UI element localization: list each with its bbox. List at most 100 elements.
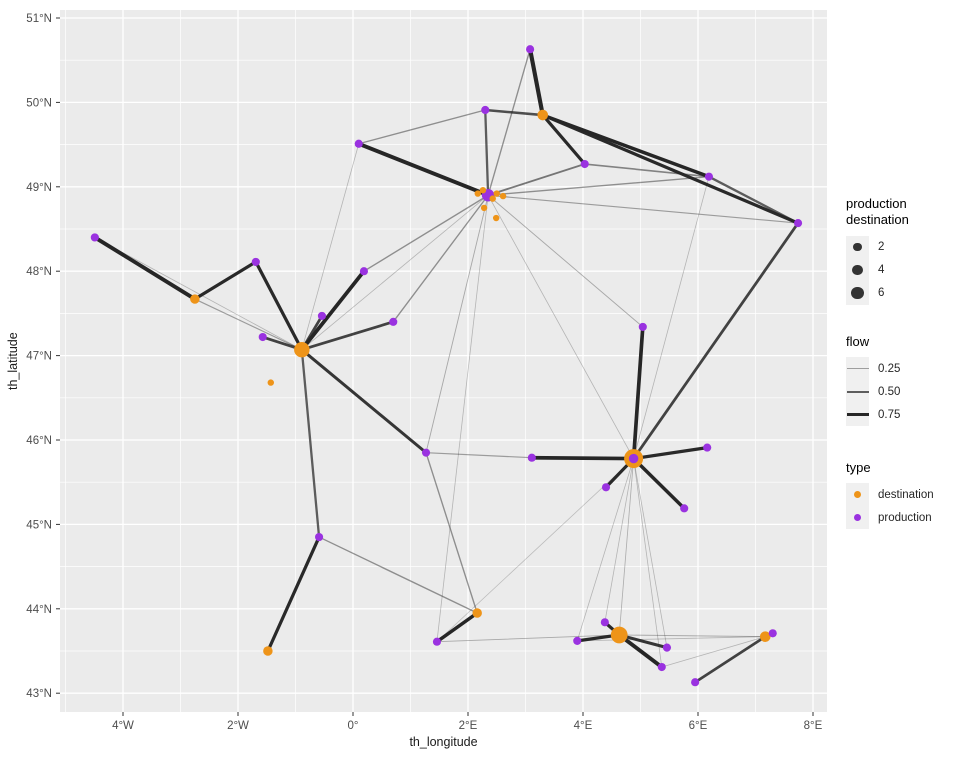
flow-edge [301,143,360,351]
flow-edge [487,194,634,459]
legend-flow-entry: 0.25 [846,357,958,381]
destination-node [480,204,488,212]
production-node [573,636,582,645]
production-node [680,504,689,513]
legend-entry-label: 6 [878,287,885,299]
production-node [704,172,713,181]
production-node [432,637,442,646]
y-tick-label: 45°N [26,519,52,531]
production-node [600,618,609,627]
flow-edge [661,636,766,668]
production-node [657,662,666,672]
production-node [526,45,535,54]
flow-edge [487,163,586,197]
flow-edge [193,260,258,301]
flow-edge [92,235,197,302]
legend-key [846,403,869,427]
legend-key [846,380,869,404]
production-node [389,317,398,326]
flow-edge [529,455,636,461]
destination-node [267,379,274,386]
destination-node [263,646,273,656]
flow-edge [299,269,366,352]
flow-edge [631,325,645,461]
flow-edge [363,194,489,272]
flow-edge [633,176,710,459]
y-tick-label: 43°N [26,688,52,700]
legend-key [846,506,869,530]
legend-size-entry: 6 [846,281,958,305]
flow-edge [576,458,634,642]
flow-edge [693,635,767,684]
flow-edge [435,611,479,644]
legend-size-rows: 2 4 6 [846,235,958,305]
destination-node [492,214,500,222]
destination-node [610,626,628,644]
x-axis-title: th_longitude [409,735,478,749]
legend-flow-rows: 0.25 0.50 0.75 [846,357,958,427]
legend-key [846,281,869,305]
y-tick-label: 46°N [26,435,52,447]
production-node [90,233,99,242]
size-legend-dot [851,286,864,300]
flow-edge [318,536,478,614]
x-tick-label: 8°E [804,720,823,732]
legend-entry-label: 0.75 [878,408,901,421]
production-node [638,322,647,331]
flow-edge [392,194,489,323]
flow-edge [484,108,490,197]
production-node [258,332,267,342]
production-node [527,453,536,462]
production-node [317,311,327,321]
flow-edge [436,634,620,643]
flow-edge [633,458,668,649]
production-node [315,532,324,542]
x-tick-label: 2°W [227,720,249,732]
flow-edge [604,458,634,623]
size-legend-dot [853,242,862,252]
flow-edge [487,194,799,224]
flow-edge [483,108,545,117]
y-tick-label: 47°N [26,351,52,363]
gridlines [60,10,827,712]
axes: 4°W 2°W 0° 2°E 4°E 6°E 8°E 51°N 50°N 49°N 48°N 47°N… [26,13,822,732]
flow-edge [301,194,489,351]
legend-entry-label: destination [878,488,934,501]
legend-entry-label: 2 [878,241,885,253]
flow-legend-line [846,413,869,417]
legend-flow-title: flow [846,334,870,349]
flow-edge [541,113,587,166]
legend-type-title: type [846,460,871,475]
flow-edge [436,458,634,643]
legend-entry-label: 4 [878,264,885,276]
flow-edge [618,458,635,636]
legend-entry-label: 0.50 [878,385,901,398]
flow-edge [94,237,303,351]
destination-node [479,186,487,194]
y-tick-label: 51°N [26,13,52,25]
production-node [662,643,672,652]
flow-legend-line [846,390,869,393]
size-legend-dot [852,264,863,276]
legend-key [846,357,869,381]
legend-type-rows: destination production [846,483,958,530]
destination-legend-dot [854,491,861,499]
flow-edge [576,636,766,642]
destination-node [294,341,310,358]
flow-edge [618,634,766,638]
flow-edge [632,221,800,460]
production-node [580,159,589,169]
y-tick-label: 50°N [26,97,52,109]
destination-node [472,608,482,618]
flow-edge [300,348,428,455]
legend-type-entry: destination [846,483,958,507]
flow-legend-line [846,368,869,370]
legend-key [846,235,869,259]
flow-edge [300,348,321,539]
flow-edge [254,260,304,352]
legend-size-entry: 2 [846,235,958,259]
production-node [628,453,639,464]
x-tick-label: 0° [348,720,359,732]
